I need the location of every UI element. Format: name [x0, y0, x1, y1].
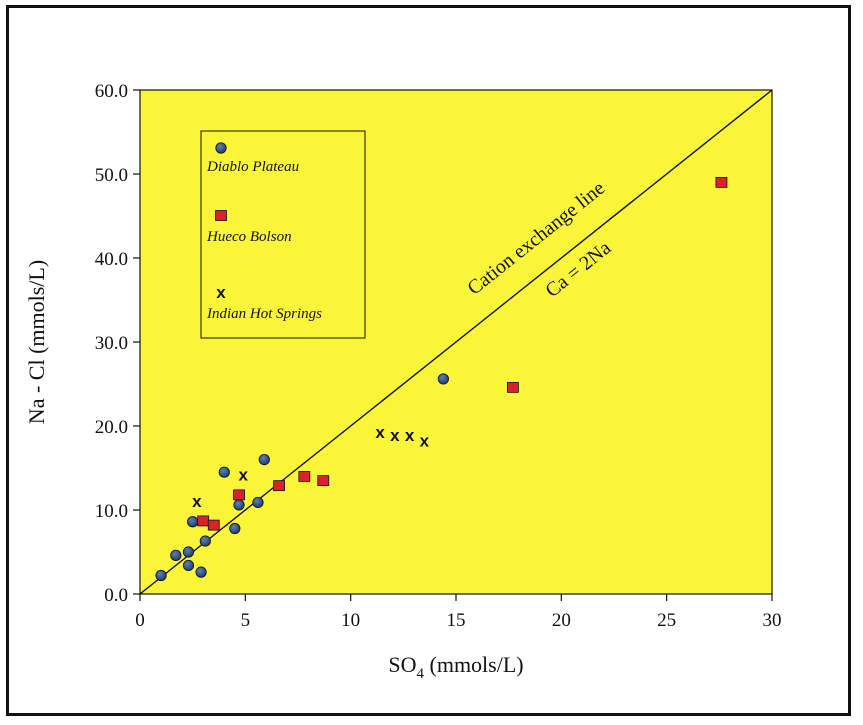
- x-tick-label: 20: [552, 610, 571, 631]
- data-point-hueco-bolson: [317, 475, 330, 487]
- y-tick-label: 50.0: [95, 165, 128, 186]
- data-point-diablo-plateau: [229, 522, 241, 535]
- data-point-hueco-bolson: [273, 480, 285, 492]
- data-point-indian-hot-springs: x: [192, 492, 202, 511]
- data-point-diablo-plateau: [218, 466, 230, 478]
- data-point-diablo-plateau: [233, 499, 245, 511]
- data-point-diablo-plateau: [199, 535, 211, 547]
- y-tick-label: 60.0: [95, 81, 128, 102]
- y-tick-label: 40.0: [95, 249, 128, 270]
- data-point-indian-hot-springs: x: [420, 431, 430, 450]
- x-tick-label: 15: [447, 610, 466, 631]
- data-point-diablo-plateau: [155, 569, 167, 582]
- data-point-indian-hot-springs: x: [390, 426, 400, 445]
- data-point-indian-hot-springs: x: [405, 426, 415, 445]
- legend: Diablo Plateau Hueco Bolson x Indian Hot…: [200, 130, 366, 339]
- x-axis-title: SO4 (mmols/L): [388, 652, 523, 682]
- y-axis-title: Na - Cl (mmols/L): [24, 260, 49, 424]
- data-point-hueco-bolson: [298, 470, 311, 482]
- y-tick-label: 0.0: [104, 585, 128, 606]
- data-point-diablo-plateau: [187, 516, 199, 528]
- axes: 0 5 10 15 20 25 30 0.0 10.0 20.0 30.0 40.0 50.0 60.0 S…: [24, 81, 782, 682]
- data-points: xxx x x x: [155, 176, 728, 582]
- data-point-hueco-bolson: [197, 515, 210, 527]
- legend-label-diablo: Diablo Plateau: [206, 159, 299, 175]
- data-point-indian-hot-springs: x: [238, 466, 248, 485]
- legend-marker-x: x: [216, 283, 226, 302]
- y-tick-label: 20.0: [95, 417, 128, 438]
- cation-exchange-line: [139, 89, 773, 595]
- x-tick-label: 5: [241, 610, 251, 631]
- data-point-hueco-bolson: [506, 381, 519, 393]
- data-point-diablo-plateau: [182, 559, 195, 572]
- data-point-diablo-plateau: [195, 566, 207, 578]
- legend-marker-square: [215, 210, 227, 221]
- data-point-indian-hot-springs: x: [375, 423, 385, 442]
- legend-marker-circle: [215, 142, 227, 154]
- legend-box: [200, 130, 366, 339]
- data-point-hueco-bolson: [207, 519, 220, 531]
- x-tick-label: 0: [135, 610, 145, 631]
- data-point-diablo-plateau: [252, 496, 264, 509]
- legend-label-hueco: Hueco Bolson: [206, 229, 292, 245]
- data-point-diablo-plateau: [437, 373, 449, 385]
- data-point-diablo-plateau: [258, 453, 270, 466]
- data-point-diablo-plateau: [182, 546, 195, 558]
- y-tick-label: 30.0: [95, 333, 128, 354]
- data-point-hueco-bolson: [715, 176, 728, 188]
- legend-label-indian: Indian Hot Springs: [206, 306, 322, 322]
- y-tick-label: 10.0: [95, 501, 128, 522]
- x-tick-label: 25: [657, 610, 676, 631]
- x-tick-label: 30: [763, 610, 782, 631]
- x-tick-label: 10: [341, 610, 360, 631]
- data-point-diablo-plateau: [170, 549, 182, 561]
- data-point-hueco-bolson: [233, 489, 245, 501]
